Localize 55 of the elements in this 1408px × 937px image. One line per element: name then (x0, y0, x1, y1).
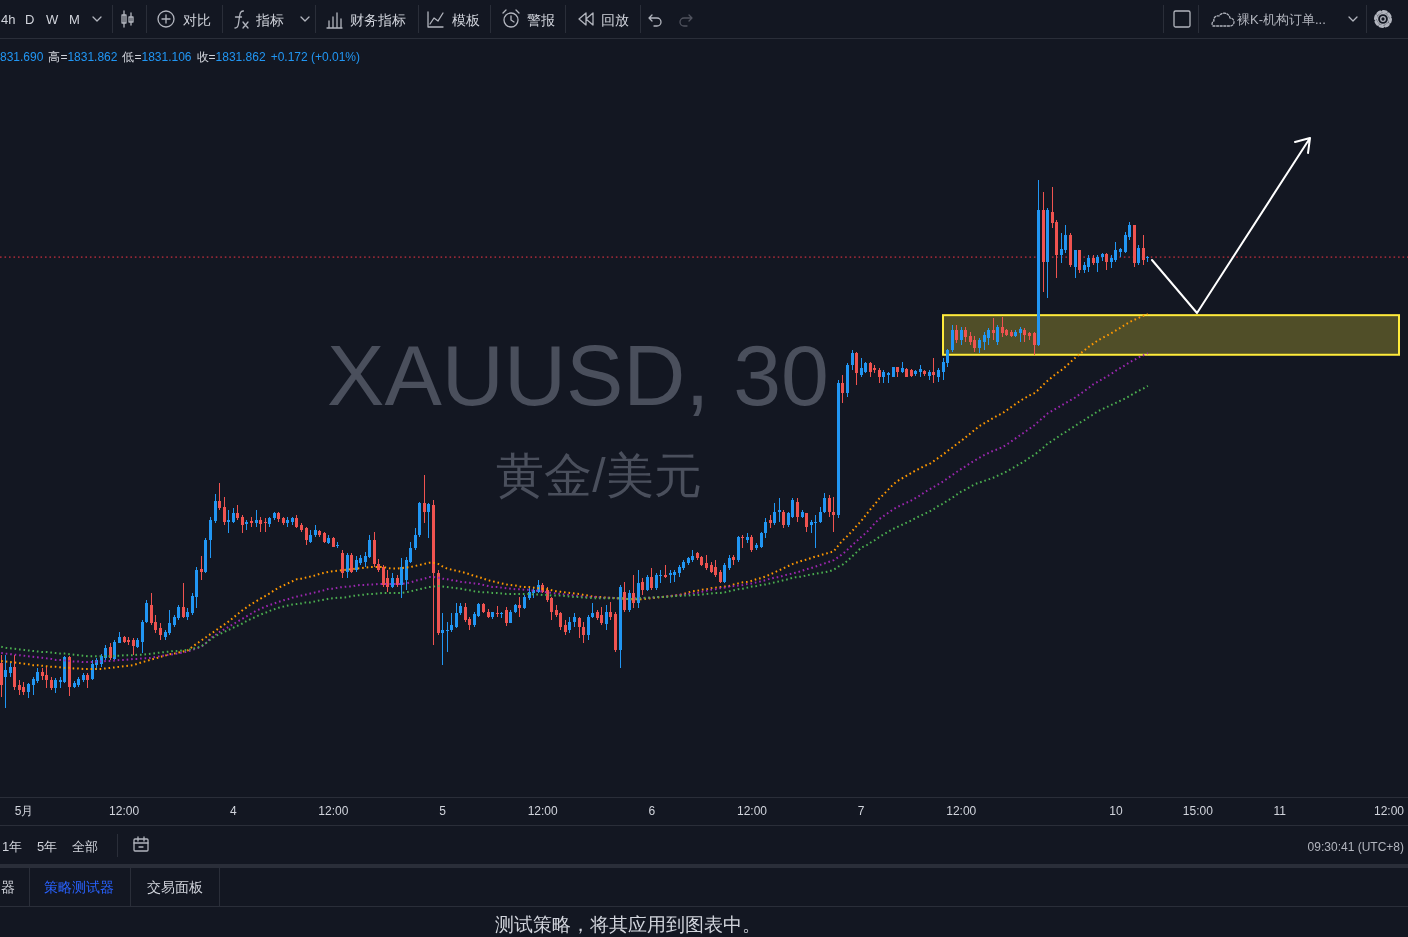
text: 指标 (255, 12, 284, 28)
candlestick (778, 497, 781, 523)
text: 交易面板 (147, 879, 203, 895)
text: +0.172 (+0.01%) (270, 50, 361, 64)
text: 1年 (2, 839, 23, 854)
x-tick-label: 15:00 (1182, 804, 1214, 818)
text: 1831.106 (141, 50, 192, 64)
text: 5年 (37, 839, 58, 854)
candlestick (741, 534, 744, 549)
text: 对比 (183, 12, 211, 28)
text: 模板 (452, 12, 480, 28)
x-tick-label: 11 (1273, 804, 1287, 818)
candlestick (932, 357, 935, 383)
candlestick (496, 606, 499, 618)
text: 高= (48, 50, 68, 64)
candlestick (446, 621, 449, 653)
x-tick-label: 10 (1109, 804, 1123, 818)
x-tick-label: 6 (648, 804, 656, 818)
text: 1831.862 (67, 50, 118, 64)
candlestick (4, 655, 7, 708)
text: M (69, 12, 80, 27)
candlestick (441, 612, 444, 666)
text: 1831.862 (215, 50, 266, 64)
text: 裸K-机构订单... (1237, 12, 1326, 27)
text: 器 (1, 879, 15, 895)
candlestick (887, 372, 890, 383)
x-tick-label: 12:00 (946, 804, 977, 818)
x-tick-label: 12:00 (527, 804, 559, 818)
candlestick (264, 517, 267, 533)
text: D (25, 12, 35, 27)
text: 财务指标 (350, 12, 406, 28)
text: 4h (1, 12, 16, 27)
text: 收= (196, 50, 216, 64)
x-tick-label: 12:00 (1373, 804, 1405, 818)
x-tick-label: 5 (439, 804, 447, 818)
text: 831.690 (0, 50, 44, 64)
candlestick (227, 510, 230, 534)
text: 全部 (72, 839, 98, 854)
text: W (46, 12, 59, 27)
text: 低= (122, 50, 142, 64)
text: 09:30:41 (UTC+8) (1307, 840, 1404, 854)
symbol-watermark: XAUUSD, 30 黄金/美元 (327, 327, 829, 502)
text: 策略测试器 (44, 879, 114, 895)
x-tick-label: 4 (229, 804, 237, 818)
text: 测试策略，将其应用到图表中。 (495, 914, 761, 935)
candlestick (200, 555, 203, 581)
candlestick (832, 496, 835, 533)
candlestick (814, 514, 817, 549)
text: 回放 (601, 12, 629, 28)
x-tick-label: 5月 (14, 804, 34, 818)
x-tick-label: 7 (857, 804, 865, 818)
x-tick-label: 12:00 (736, 804, 768, 818)
x-tick-label: 12:00 (109, 804, 140, 818)
text: 警报 (527, 12, 555, 28)
x-tick-label: 12:00 (318, 804, 349, 818)
